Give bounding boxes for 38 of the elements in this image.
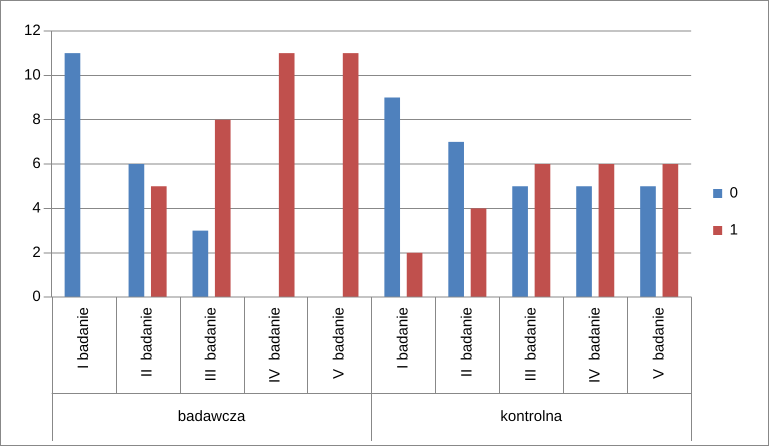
x-tick-label: I badanie	[394, 307, 412, 369]
y-tick-label: 6	[32, 155, 41, 172]
y-tick-label: 8	[32, 110, 41, 128]
bar	[192, 230, 208, 297]
legend-label: 0	[730, 184, 738, 202]
text: kontrolna	[500, 408, 563, 426]
bar	[128, 164, 144, 297]
bar	[150, 186, 167, 297]
x-tick-label: V badanie	[330, 307, 348, 379]
y-tick-label: 10	[24, 66, 41, 84]
bar	[342, 53, 358, 297]
bar	[278, 53, 295, 297]
x-tick-label: IV badanie	[266, 307, 284, 384]
x-tick-label: II badanie	[138, 307, 156, 378]
text: badawcza	[178, 408, 246, 426]
x-tick-label: III badanie	[202, 307, 220, 382]
bar	[640, 186, 656, 297]
y-tick-label: 0	[32, 288, 41, 306]
x-tick-label: V badanie	[650, 307, 668, 379]
bar	[448, 142, 464, 297]
bar	[214, 120, 231, 297]
bar	[406, 252, 422, 297]
legend-label: 1	[730, 222, 738, 239]
y-tick-label: 4	[32, 200, 41, 217]
bar	[662, 164, 678, 297]
x-tick-label: I badanie	[74, 307, 92, 369]
bar	[598, 164, 614, 297]
bar	[534, 164, 550, 297]
y-tick-label: 2	[32, 244, 41, 261]
bar	[576, 186, 592, 297]
y-tick-label: 12	[24, 22, 41, 40]
x-tick-label: III badanie	[522, 307, 540, 382]
bar	[512, 186, 528, 297]
bar	[64, 53, 80, 297]
bar	[470, 208, 486, 297]
bar	[384, 98, 400, 297]
x-tick-label: IV badanie	[586, 307, 604, 384]
x-tick-label: II badanie	[458, 307, 476, 378]
